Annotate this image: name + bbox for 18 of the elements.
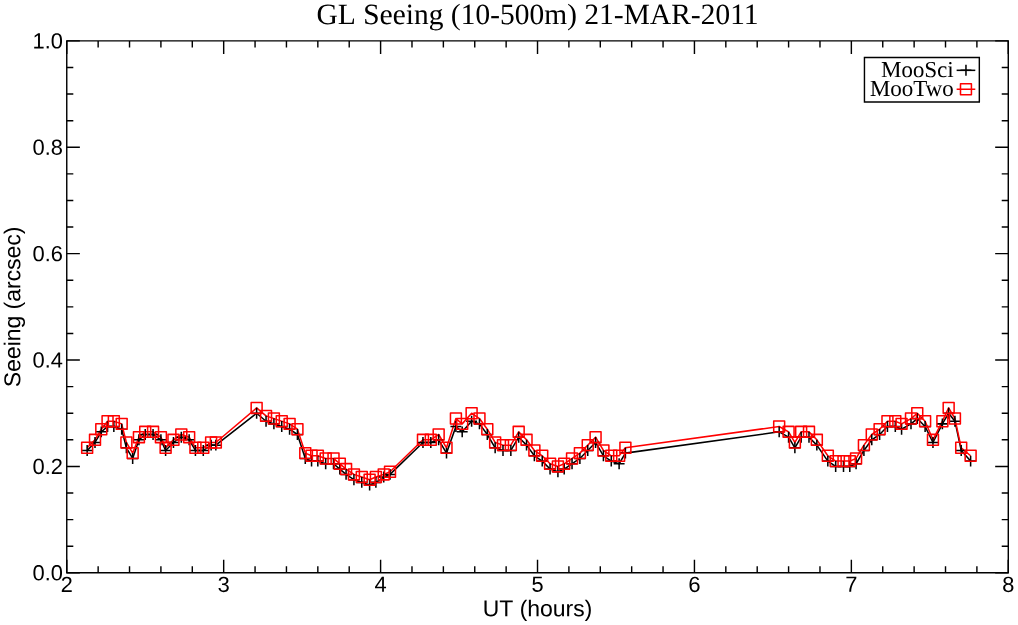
y-tick-label: 0.4 [33, 352, 63, 368]
y-axis-title: Seeing (arcsec) [3, 228, 26, 387]
chart-title: GL Seeing (10-500m) 21-MAR-2011 [317, 3, 757, 31]
legend-label: MooSci [881, 62, 954, 78]
x-tick-label: 4 [375, 576, 387, 592]
x-tick-label: 6 [689, 576, 700, 593]
y-tick-label: 0.8 [33, 139, 62, 156]
x-axis-title: UT (hours) [484, 599, 591, 622]
y-tick-label: 1.0 [34, 33, 63, 49]
x-tick-label: 2 [61, 576, 72, 593]
x-tick-label: 7 [846, 576, 857, 592]
legend-label: MooTwo [870, 81, 953, 97]
y-tick-label: 0.6 [33, 246, 62, 262]
y-tick-label: 0.0 [33, 565, 63, 581]
x-tick-label: 3 [218, 576, 229, 593]
x-tick-label: 8 [1003, 576, 1014, 593]
x-tick-label: 5 [532, 576, 543, 593]
y-tick-label: 0.2 [33, 458, 62, 475]
